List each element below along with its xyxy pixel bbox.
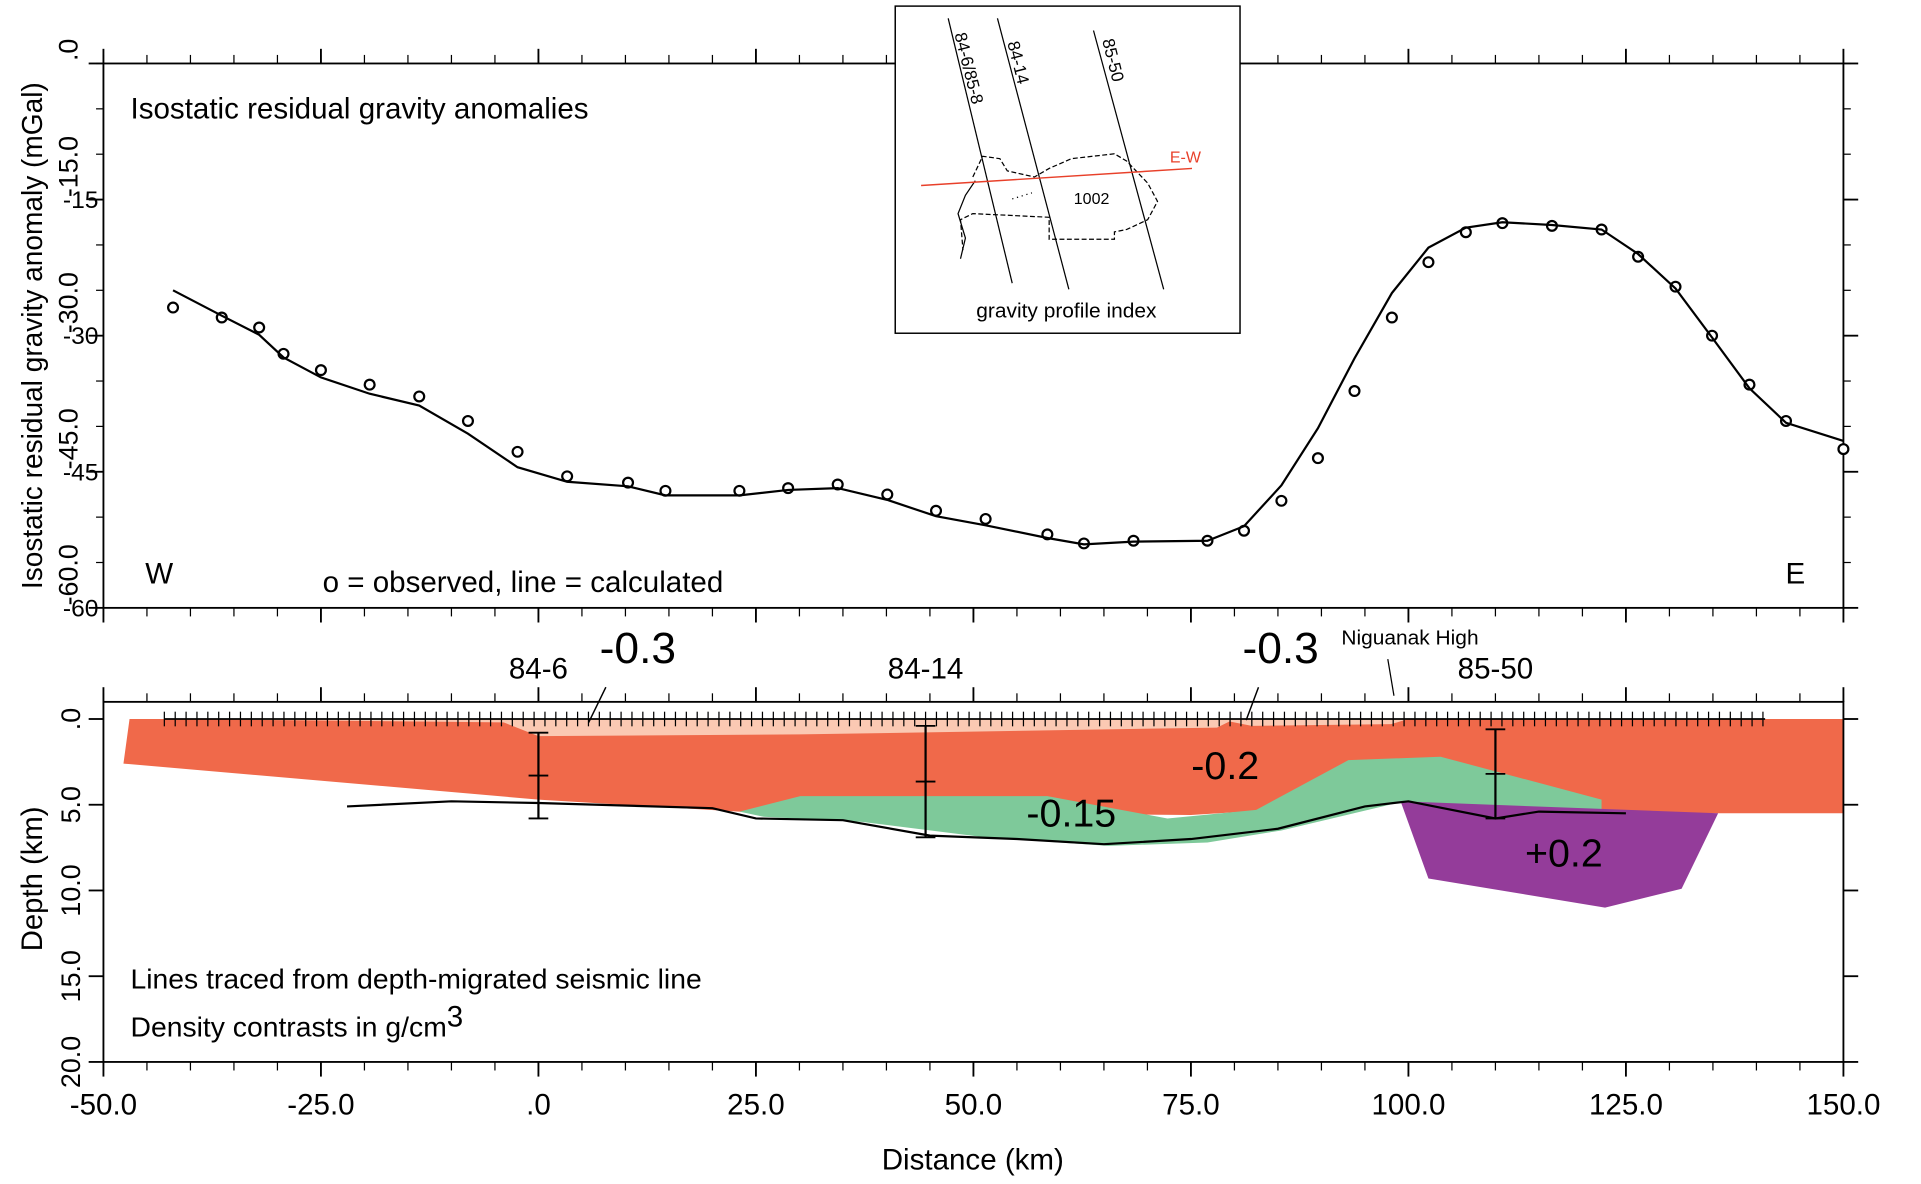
y-tick-label: -30 [63, 323, 99, 350]
x-tick-label: .0 [526, 1089, 551, 1122]
y-tick-label: -15 [63, 187, 99, 214]
density-body [739, 756, 1602, 846]
observed-point [1311, 452, 1324, 465]
calculated-line [172, 221, 1844, 546]
y-tick-label: -60 [63, 596, 99, 623]
profile-line [1092, 30, 1165, 290]
well-label: 85-50 [1458, 653, 1534, 686]
highlight-label: Niguanak High [1341, 627, 1478, 650]
note: Density contrasts in g/cm3 [131, 1001, 464, 1043]
x-tick-label: 75.0 [1162, 1089, 1219, 1122]
well-label: 84-14 [888, 653, 964, 686]
west-label: W [145, 558, 173, 591]
observed-point [881, 488, 894, 501]
x-tick-label: 50.0 [945, 1089, 1002, 1122]
inset-caption: gravity profile index [976, 299, 1157, 322]
observed-point [1632, 250, 1645, 263]
y-tick-label: .0 [56, 708, 86, 730]
ew-line [921, 167, 1193, 187]
note-superscript: 3 [447, 1001, 463, 1034]
note-text: Density contrasts in g/cm [131, 1010, 447, 1042]
observed-point [1275, 494, 1288, 507]
observed-point [1385, 311, 1398, 324]
well-label: 84-6 [509, 653, 568, 686]
note: Lines traced from depth-migrated seismic… [131, 963, 702, 995]
observed-point [253, 321, 266, 334]
ew-label: E-W [1170, 149, 1201, 166]
data-layer: .0 -15.0 -30.0 -45.0 -60.0 -15 -30 -45 -60 Isosta… [16, 39, 1881, 1177]
y-tick-label: -30.0 [53, 272, 83, 333]
y-tick-label: 20.0 [56, 1036, 86, 1088]
observed-point [167, 301, 180, 314]
x-tick-label: -25.0 [287, 1089, 354, 1122]
body-label: -0.2 [1191, 744, 1259, 788]
profile-line [947, 18, 1013, 284]
leader-line [587, 686, 607, 723]
body-label: +0.2 [1525, 832, 1603, 876]
observed-point [363, 378, 376, 391]
observed-point [461, 414, 474, 427]
seismic-horizon [346, 800, 1626, 846]
observed-point [831, 478, 844, 491]
x-tick-label: 25.0 [727, 1089, 784, 1122]
body-label: -0.3 [1242, 624, 1318, 673]
observed-point [979, 512, 992, 525]
y-axis-label: Depth (km) [16, 806, 49, 951]
profile-line [996, 18, 1070, 290]
y-tick-label: -45 [63, 459, 99, 486]
observed-point [1837, 443, 1850, 456]
observed-point [413, 390, 426, 403]
x-tick-label: 125.0 [1589, 1089, 1663, 1122]
y-axis-label: Isostatic residual gravity anomaly (mGal… [16, 82, 48, 589]
density-body [1400, 801, 1719, 908]
x-tick-label: 100.0 [1371, 1089, 1445, 1122]
coast [957, 180, 976, 259]
x-tick-label: -50.0 [70, 1089, 137, 1122]
observed-point [314, 364, 327, 377]
y-tick-label: -45.0 [53, 408, 83, 469]
note: o = observed, line = calculated [323, 566, 724, 599]
x-tick-label: 150.0 [1806, 1089, 1880, 1122]
east-label: E [1786, 558, 1806, 591]
y-tick-label: -60.0 [53, 544, 83, 605]
observed-point [782, 482, 795, 495]
observed-point [1669, 280, 1682, 293]
body-label: -0.15 [1026, 792, 1116, 836]
body-label: -0.3 [600, 624, 676, 673]
observed-point [1422, 256, 1435, 269]
panel-title: Isostatic residual gravity anomalies [131, 93, 589, 126]
y-tick-label: 15.0 [56, 950, 86, 1002]
area-outline [959, 153, 1159, 251]
y-tick-label: 10.0 [56, 864, 86, 916]
y-tick-label: 5.0 [56, 786, 86, 823]
observed-point [511, 445, 524, 458]
y-tick-label: -15.0 [53, 136, 83, 197]
area-label: 1002 [1074, 191, 1110, 208]
leader-line [1245, 686, 1260, 721]
inset-map: 84-6/85-8 84-14 85-50 E-W 1002 gravity p… [894, 5, 1241, 334]
x-axis-label: Distance (km) [882, 1143, 1064, 1176]
y-tick-label: .0 [53, 39, 83, 61]
leader-line [1387, 659, 1395, 696]
observed-point [1348, 385, 1361, 397]
dotted-line [1012, 192, 1033, 200]
